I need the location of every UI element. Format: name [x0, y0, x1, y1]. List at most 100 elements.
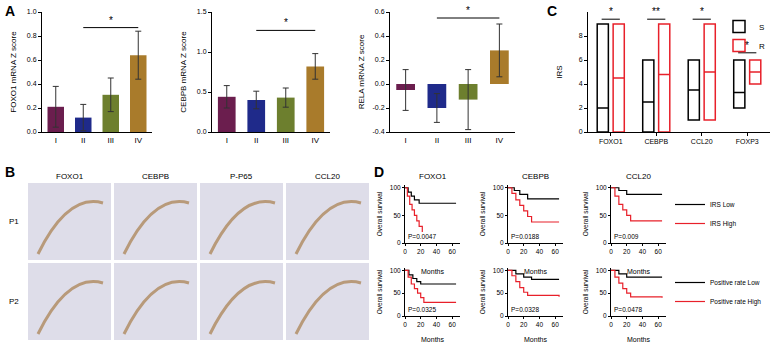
svg-text:B: B: [5, 164, 15, 180]
svg-text:CEBPB: CEBPB: [522, 172, 549, 181]
svg-text:P=0.0328: P=0.0328: [511, 306, 539, 313]
svg-text:P=0.0478: P=0.0478: [614, 306, 642, 313]
svg-text:0.2: 0.2: [27, 104, 37, 111]
svg-text:*: *: [609, 6, 613, 17]
svg-text:Overall survival: Overall survival: [376, 191, 383, 236]
svg-text:0: 0: [506, 248, 510, 255]
svg-text:IRS High: IRS High: [710, 220, 736, 228]
svg-text:II: II: [435, 136, 439, 145]
svg-text:0: 0: [609, 321, 613, 328]
svg-text:0: 0: [403, 321, 407, 328]
svg-text:100: 100: [390, 267, 401, 274]
svg-text:0.8: 0.8: [27, 32, 37, 39]
svg-text:20: 20: [417, 248, 425, 255]
svg-text:III: III: [282, 136, 289, 145]
svg-text:2: 2: [579, 104, 583, 111]
svg-text:100: 100: [596, 184, 607, 191]
svg-text:CEBPB mRNA Z score: CEBPB mRNA Z score: [179, 31, 188, 113]
svg-text:100: 100: [493, 267, 504, 274]
svg-text:50: 50: [496, 289, 504, 296]
svg-text:FOXP3: FOXP3: [736, 138, 759, 145]
svg-text:4: 4: [579, 80, 583, 87]
svg-text:20: 20: [623, 248, 631, 255]
svg-text:Overall survival: Overall survival: [376, 269, 383, 314]
svg-text:0.4: 0.4: [27, 80, 37, 87]
svg-text:*: *: [466, 5, 470, 16]
svg-text:CCL20: CCL20: [626, 172, 651, 181]
svg-text:Months: Months: [627, 268, 650, 275]
svg-text:Positive rate Low: Positive rate Low: [710, 279, 760, 286]
svg-text:III: III: [107, 136, 114, 145]
svg-text:-0.4: -0.4: [373, 128, 385, 135]
svg-text:CCL20: CCL20: [315, 172, 340, 181]
svg-text:40: 40: [433, 248, 441, 255]
svg-text:CCL20: CCL20: [691, 138, 713, 145]
svg-text:FOXO1: FOXO1: [599, 138, 623, 145]
svg-text:Overall survival: Overall survival: [479, 269, 486, 314]
svg-text:P=0.0188: P=0.0188: [511, 233, 539, 240]
svg-text:I: I: [226, 136, 228, 145]
svg-text:50: 50: [496, 212, 504, 219]
svg-text:40: 40: [639, 321, 647, 328]
svg-text:Months: Months: [524, 336, 547, 343]
svg-text:0: 0: [500, 239, 504, 246]
svg-text:1.0: 1.0: [27, 8, 37, 15]
svg-text:Overall survival: Overall survival: [582, 269, 589, 314]
svg-text:-0.2: -0.2: [373, 104, 385, 111]
svg-text:50: 50: [393, 289, 401, 296]
svg-text:60: 60: [449, 321, 457, 328]
svg-text:50: 50: [599, 212, 607, 219]
svg-text:0.0: 0.0: [27, 128, 37, 135]
svg-text:A: A: [5, 3, 15, 19]
svg-text:6: 6: [579, 56, 583, 63]
svg-text:RELA mRNA Z score: RELA mRNA Z score: [357, 34, 366, 109]
svg-text:III: III: [465, 136, 472, 145]
svg-text:100: 100: [493, 184, 504, 191]
svg-text:40: 40: [639, 248, 647, 255]
svg-text:R: R: [759, 42, 765, 51]
svg-text:CEBPB: CEBPB: [644, 138, 668, 145]
svg-text:0: 0: [506, 321, 510, 328]
svg-text:0: 0: [603, 312, 607, 319]
svg-text:FOXO1: FOXO1: [419, 172, 447, 181]
svg-text:Months: Months: [627, 336, 650, 343]
svg-text:100: 100: [596, 267, 607, 274]
svg-text:S: S: [759, 23, 764, 32]
svg-text:0: 0: [397, 312, 401, 319]
svg-text:0: 0: [397, 239, 401, 246]
svg-text:Months: Months: [421, 268, 444, 275]
svg-text:0.6: 0.6: [375, 8, 385, 15]
svg-text:IV: IV: [134, 136, 142, 145]
svg-text:IV: IV: [311, 136, 319, 145]
svg-text:60: 60: [655, 248, 663, 255]
svg-text:0: 0: [579, 128, 583, 135]
svg-text:0: 0: [603, 239, 607, 246]
svg-text:FOXO1 mRNA Z score: FOXO1 mRNA Z score: [9, 31, 18, 113]
svg-text:60: 60: [552, 321, 560, 328]
svg-text:C: C: [547, 3, 557, 19]
svg-text:Overall survival: Overall survival: [479, 191, 486, 236]
svg-text:8: 8: [579, 32, 583, 39]
svg-text:*: *: [284, 17, 288, 28]
svg-text:*: *: [109, 15, 113, 26]
svg-text:D: D: [374, 164, 384, 180]
svg-text:1.0: 1.0: [197, 48, 207, 55]
svg-text:IV: IV: [496, 136, 504, 145]
svg-text:P2: P2: [9, 297, 19, 306]
svg-text:0.4: 0.4: [375, 32, 385, 39]
svg-text:P1: P1: [9, 217, 19, 226]
svg-text:40: 40: [536, 248, 544, 255]
svg-text:FOXO1: FOXO1: [56, 172, 84, 181]
svg-text:Positive rate High: Positive rate High: [710, 298, 761, 306]
svg-text:0: 0: [609, 248, 613, 255]
svg-text:0.6: 0.6: [27, 56, 37, 63]
svg-text:20: 20: [520, 321, 528, 328]
svg-text:50: 50: [599, 289, 607, 296]
svg-text:II: II: [254, 136, 258, 145]
svg-text:P=0.0047: P=0.0047: [408, 233, 436, 240]
svg-text:60: 60: [449, 248, 457, 255]
svg-text:0: 0: [500, 312, 504, 319]
svg-text:100: 100: [390, 184, 401, 191]
svg-text:*: *: [700, 6, 704, 17]
svg-text:0.0: 0.0: [375, 80, 385, 87]
